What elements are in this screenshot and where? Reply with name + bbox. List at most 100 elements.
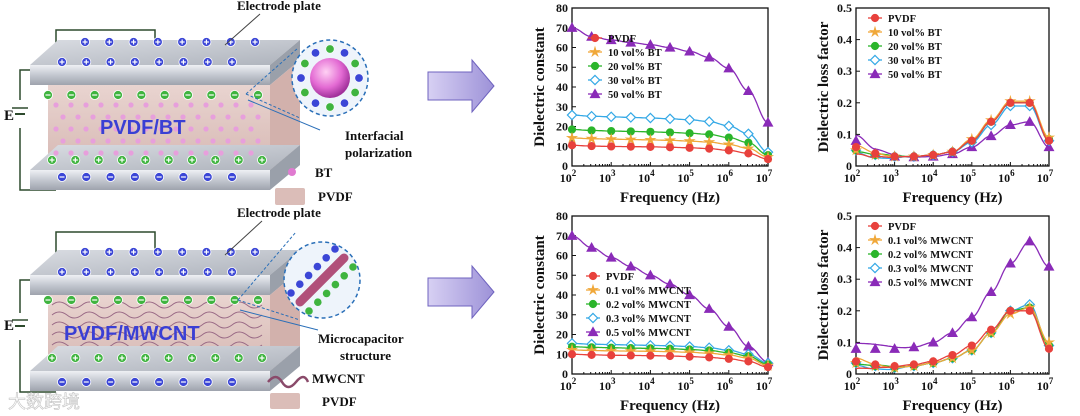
data-point: [1024, 116, 1036, 126]
data-point: [763, 154, 773, 164]
data-point: [586, 241, 598, 252]
negative-charge-icon: [305, 307, 313, 315]
bt-particle-dot: [150, 114, 156, 120]
data-point: [1004, 119, 1016, 130]
negative-charge-icon: [331, 280, 340, 289]
legend-label: 10 vol% BT: [888, 28, 942, 39]
schematic-top: E PVDF/BT Electrode plate Interfacial po…: [4, 0, 413, 205]
bt-particle-dot: [158, 102, 164, 108]
x-tick-exponent: 5: [689, 376, 694, 386]
data-point: [871, 149, 880, 158]
bt-particle-dot: [128, 102, 134, 108]
bt-particle-dot: [150, 138, 156, 144]
data-point: [626, 142, 635, 151]
x-tick-label: 102: [560, 376, 577, 393]
legend-marker: [869, 68, 881, 79]
x-tick-label: 103: [882, 376, 899, 393]
legend-label: PVDF: [888, 14, 916, 25]
electrode-label: Electrode plate: [237, 205, 321, 220]
legend-label: 30 vol% BT: [888, 56, 942, 67]
data-point: [1025, 306, 1034, 315]
chart-mwcnt-dielectric-loss: 0 0.1 0.2 0.3 0.4 0.5 102 103 104 105 106 107 Freque…: [816, 209, 1056, 414]
schematic-bottom: E PVDF/MWCNT Electrode plate Microcapaci…: [4, 205, 404, 409]
data-point: [1006, 98, 1015, 107]
plot-frame: [855, 215, 1050, 375]
x-tick-label: 105: [677, 168, 694, 185]
data-point: [605, 34, 617, 45]
legend-label: 50 vol% BT: [888, 70, 942, 81]
positive-charge-icon: [296, 73, 306, 83]
bt-particle-dot: [210, 114, 216, 120]
data-point: [967, 136, 976, 145]
y-axis-title: Dielectric loss factor: [816, 229, 832, 360]
bt-particle-dot: [128, 150, 134, 156]
legend-marker: [587, 312, 599, 324]
y-tick-label: 0: [562, 159, 568, 173]
x-tick-label: 104: [638, 168, 655, 185]
mechanism-label: structure: [340, 348, 391, 363]
legend-filler: MWCNT: [312, 371, 365, 386]
x-tick-label: 107: [1037, 168, 1054, 185]
bt-particle: [310, 58, 350, 98]
legend-label: PVDF: [608, 34, 636, 45]
legend-marker: [868, 25, 882, 38]
x-tick-exponent: 6: [1010, 168, 1015, 178]
electrode-plate: [30, 275, 270, 295]
x-tick-exponent: 7: [768, 168, 773, 178]
x-tick-exponent: 3: [611, 168, 616, 178]
mwcnt-strand: [51, 331, 263, 339]
callout-line: [224, 13, 261, 46]
x-tick-label: 107: [756, 376, 773, 393]
bt-particle-dot: [233, 126, 239, 132]
bt-particle-dot: [135, 138, 141, 144]
negative-charge-icon: [322, 289, 331, 298]
negative-charge-icon: [350, 88, 360, 98]
electrode-label: Electrode plate: [237, 0, 321, 13]
electrode-plate: [270, 40, 300, 85]
y-axis-title: Dielectric constant: [532, 27, 548, 147]
legend-marker: [590, 33, 600, 43]
legend-label: 0.2 vol% MWCNT: [606, 300, 691, 311]
legend-label: 0.5 vol% MWCNT: [606, 328, 691, 339]
data-point: [684, 45, 696, 56]
legend-marker: [868, 233, 882, 246]
positive-charge-icon: [310, 48, 320, 58]
mwcnt-strand: [51, 311, 263, 319]
legend-marker: [588, 299, 598, 309]
legend-marker: [870, 13, 880, 23]
electrode-plate: [30, 65, 270, 85]
negative-charge-icon: [325, 44, 335, 54]
data-point: [1006, 306, 1015, 315]
bt-particle-dot: [255, 114, 261, 120]
data-point: [929, 357, 938, 366]
x-tick-exponent: 2: [856, 168, 861, 178]
x-tick-exponent: 7: [1049, 168, 1054, 178]
negative-charge-icon: [325, 102, 335, 112]
y-tick-label: 60: [556, 249, 568, 263]
bt-particle-dot: [165, 138, 171, 144]
data-point: [890, 152, 899, 161]
charge-dots: [43, 37, 267, 182]
legend-filler: BT: [315, 165, 333, 180]
legend-marker: [870, 221, 880, 231]
data-point: [744, 149, 753, 158]
data-point: [586, 110, 598, 122]
x-tick-label: 102: [844, 376, 861, 393]
y-tick-label: 10: [556, 347, 568, 361]
x-tick-label: 105: [960, 168, 977, 185]
bt-particle-dot: [60, 138, 66, 144]
x-tick-label: 107: [756, 168, 773, 185]
y-tick-label: 0: [846, 367, 852, 381]
y-axis-title: Dielectric constant: [532, 235, 548, 355]
x-tick-label: 105: [677, 376, 694, 393]
x-tick-label: 102: [844, 168, 861, 185]
data-point: [703, 116, 715, 128]
bt-particle-dot: [68, 102, 74, 108]
y-tick-label: 70: [556, 229, 568, 243]
x-tick-label: 106: [998, 168, 1015, 185]
bt-particle-dot: [225, 138, 231, 144]
bt-particle-dot: [173, 150, 179, 156]
data-point: [664, 278, 676, 289]
arrow-right-icon: [427, 264, 495, 320]
mechanism-label: Interfacial: [345, 128, 404, 143]
